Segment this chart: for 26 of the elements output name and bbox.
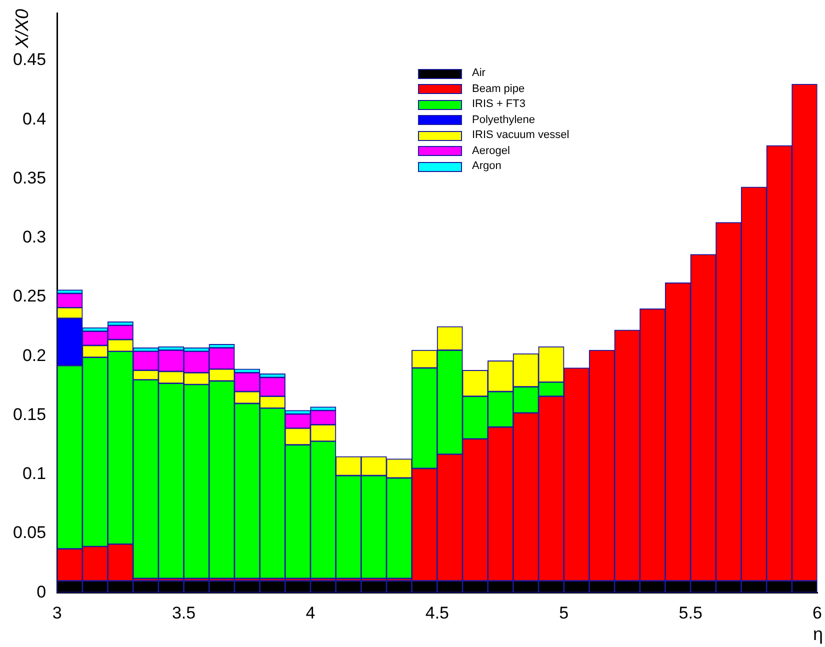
x-tick-label: 5 [559,603,569,622]
x-tick-label: 4.5 [425,603,449,622]
legend-label: IRIS vacuum vessel [472,128,570,143]
legend-label: Air [472,66,486,81]
legend-label: Argon [472,159,502,174]
x-tick-label: 5.5 [678,603,702,622]
x-tick-label: 3 [52,603,62,622]
y-tick-label: 0.3 [22,228,46,247]
y-tick-label: 0.05 [12,523,46,542]
x-tick-label: 4 [306,603,316,622]
x-tick-label: 3.5 [172,603,196,622]
legend-label: Aerogel [472,144,510,158]
y-tick-label: 0 [36,582,46,602]
x-tick-label: 6 [812,603,822,622]
y-tick-label: 0.45 [12,50,46,70]
y-tick-label: 0.1 [22,464,46,484]
y-tick-label: 0.15 [12,404,46,424]
y-tick-label: 0.25 [12,286,46,306]
legend-label: Beam pipe [472,82,525,96]
legend-label: IRIS + FT3 [472,97,526,112]
y-tick-label: 0.4 [22,109,46,128]
y-tick-label: 0.2 [22,346,46,365]
y-axis-title: X/X0 [12,8,33,48]
y-tick-label: 0.35 [12,168,46,188]
x-axis-title: η [812,624,823,645]
legend-label: Polyethylene [472,112,535,128]
